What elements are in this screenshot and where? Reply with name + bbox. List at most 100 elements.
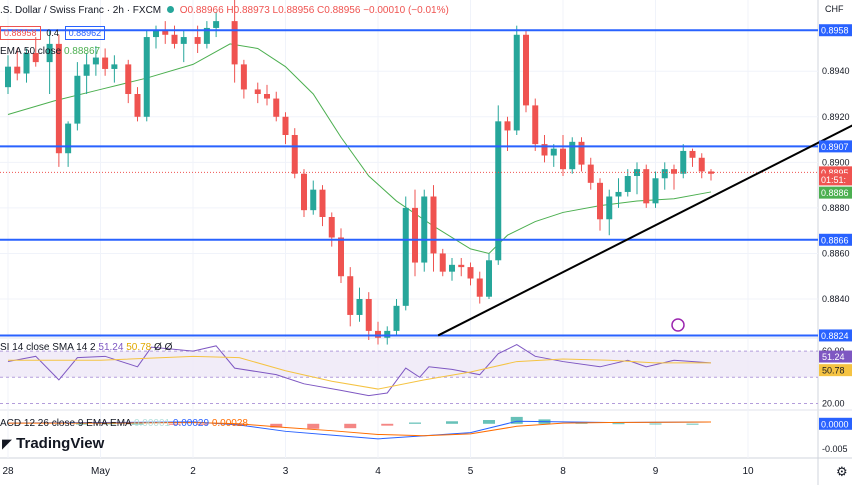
- ema-legend[interactable]: EMA 50 close 0.88867: [0, 46, 100, 57]
- macd-value-box: [819, 417, 852, 430]
- ohlc-values: O0.88966 H0.88973 L0.88956 C0.88956 −0.0…: [179, 5, 449, 16]
- candle-body: [55, 43, 62, 154]
- symbol-title[interactable]: .S. Dollar / Swiss Franc · 2h · FXCM: [0, 5, 162, 16]
- candle-body: [421, 196, 428, 263]
- price-label-text: 01:51:: [821, 175, 846, 185]
- y-tick-label: 0.8860: [822, 248, 850, 258]
- macd-histogram-bar: [196, 423, 209, 425]
- macd-histogram-bar: [131, 423, 144, 425]
- candle-body: [513, 34, 520, 131]
- rsi-legend-value: 51.24: [98, 342, 124, 353]
- candle-body: [194, 37, 201, 44]
- candle-body: [310, 189, 317, 211]
- rsi-pane[interactable]: [0, 343, 818, 404]
- price-label-box: [819, 186, 852, 199]
- candle-body: [365, 299, 372, 331]
- candle-body: [240, 64, 247, 90]
- y-tick-label: 0.8920: [822, 112, 850, 122]
- tradingview-logo[interactable]: ◤ TradingView: [2, 435, 104, 452]
- macd-histogram-bar: [612, 423, 625, 425]
- candle-body: [643, 169, 650, 204]
- candle-body: [597, 182, 603, 220]
- tradingview-logo-text: TradingView: [16, 435, 105, 452]
- macd-histogram-bar: [510, 416, 523, 424]
- ema-50-line: [7, 43, 712, 254]
- candle-body: [578, 141, 585, 165]
- price-label-text: 0.8907: [821, 142, 849, 152]
- rsi-legend-label: SI 14 close SMA 14 2: [0, 342, 96, 353]
- x-tick-label: 9: [653, 466, 659, 477]
- x-tick-label: 5: [468, 466, 474, 477]
- candle-body: [264, 94, 270, 99]
- price-label-text: 0.8866: [821, 235, 849, 245]
- y-tick-label: 0.8840: [822, 294, 850, 304]
- price-label-box: [819, 329, 852, 342]
- price-label-box: [819, 24, 852, 37]
- candle-body: [5, 66, 11, 88]
- candle-body: [375, 330, 381, 338]
- candle-body: [467, 267, 474, 279]
- symbol-legend: .S. Dollar / Swiss Franc · 2h · FXCM O0.…: [0, 5, 449, 16]
- candle-body: [356, 299, 363, 315]
- rsi-value-box: [819, 350, 852, 363]
- candle-body: [291, 135, 298, 174]
- price-label-text: 0.8958: [821, 26, 849, 36]
- price-label-box: [819, 233, 852, 246]
- macd-histogram-bar: [307, 423, 320, 429]
- candle-body: [180, 37, 187, 44]
- macd-histogram-bar: [686, 423, 699, 425]
- macd-histogram-bar: [483, 420, 495, 424]
- ask-price-button[interactable]: 0.88962: [64, 26, 106, 40]
- rsi-sma-line: [8, 355, 711, 390]
- bid-ask-row: 0.88958 0.4 0.88962: [0, 26, 106, 40]
- candle-body: [254, 89, 261, 94]
- macd-histogram-bar: [409, 422, 421, 424]
- settings-gear-icon[interactable]: ⚙: [836, 464, 848, 479]
- candle-body: [402, 207, 409, 306]
- candle-body: [282, 116, 289, 135]
- rsi-legend[interactable]: SI 14 close SMA 14 2 51.24 50.78 Ø Ø: [0, 342, 172, 353]
- macd-histogram-bar: [649, 423, 662, 425]
- candle-body: [449, 264, 455, 272]
- candle-body: [689, 150, 696, 158]
- candle-body: [32, 53, 39, 63]
- candle-body: [162, 30, 169, 35]
- macd-hist-legend-value: 0.00001: [133, 418, 171, 429]
- ema-legend-value: 0.88867: [63, 46, 101, 57]
- x-tick-label: 28: [2, 466, 14, 477]
- rsi-value-text: 51.24: [822, 352, 845, 362]
- x-tick-label: 2: [190, 466, 196, 477]
- price-pane[interactable]: [0, 0, 852, 345]
- candle-body: [541, 144, 548, 156]
- currency-label[interactable]: CHF: [825, 4, 844, 14]
- candle-body: [134, 94, 141, 117]
- candle-body: [495, 121, 502, 261]
- candle-body: [430, 196, 437, 254]
- candle-body: [171, 34, 178, 44]
- candle-body: [153, 30, 159, 38]
- macd-legend[interactable]: ACD 12 26 close 9 EMA EMA 0.00001 0.0002…: [0, 418, 248, 429]
- price-label-box: [819, 173, 852, 186]
- rsi-legend-extra-1: Ø: [154, 342, 162, 353]
- spread-value: 0.4: [46, 28, 59, 38]
- bid-price-button[interactable]: 0.88958: [0, 26, 41, 40]
- candle-body: [486, 260, 492, 297]
- macd-histogram-bar: [270, 423, 283, 428]
- candle-body: [347, 276, 354, 315]
- candle-body: [550, 148, 557, 156]
- macd-line: [7, 420, 712, 440]
- candle-body: [328, 217, 335, 238]
- macd-histogram-bar: [76, 423, 88, 425]
- candle-body: [92, 57, 99, 65]
- candle-body: [412, 207, 418, 263]
- candle-body: [504, 121, 511, 131]
- price-label-box: [819, 140, 852, 153]
- trendline: [437, 124, 852, 337]
- candle-body: [615, 191, 622, 197]
- rsi-sma-legend-value: 50.78: [126, 342, 152, 353]
- candle-body: [393, 305, 400, 331]
- macd-pane[interactable]: [7, 416, 712, 440]
- macd-signal-legend-value: 0.00028: [211, 418, 248, 429]
